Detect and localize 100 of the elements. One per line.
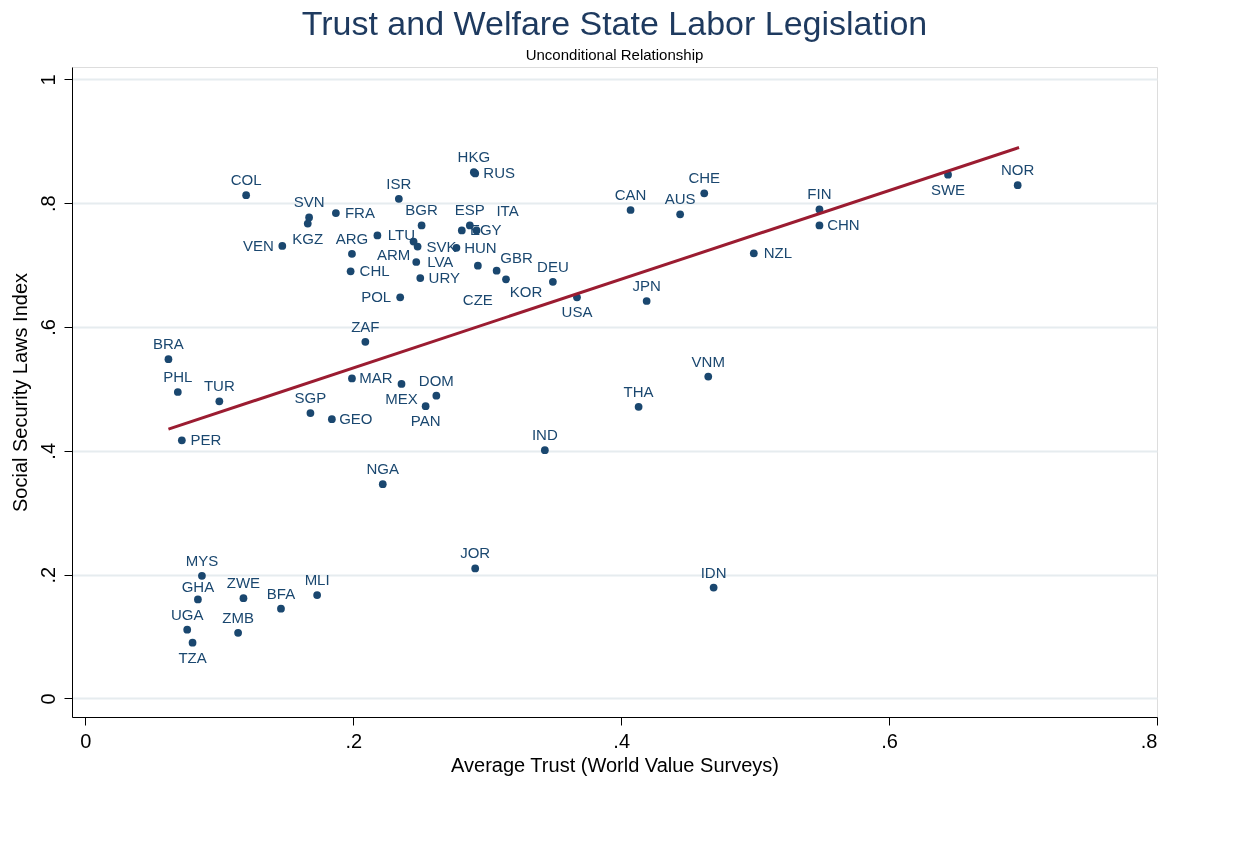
data-label: KOR [509,283,543,301]
data-label: ARG [335,229,369,247]
data-label: VEN [242,236,274,254]
data-label: GBR [500,248,534,266]
y-tick-label: .6 [36,319,59,336]
data-label: CHE [688,169,721,187]
data-label: PER [190,431,222,449]
data-label: LTU [387,226,416,244]
y-tick-label: 1 [36,74,59,86]
point [471,564,480,573]
point [417,221,426,230]
point [277,604,285,613]
data-label: USA [561,303,593,321]
y-axis-title: Social Security Laws Index [8,272,31,513]
data-label: ITA [496,202,519,220]
data-label: SVK [426,237,457,255]
point [327,415,336,424]
data-label: TUR [203,377,235,395]
point [502,275,510,284]
point [549,277,557,286]
data-label: SVN [293,193,325,211]
point [348,250,356,258]
data-label: IND [531,426,558,444]
data-label: THA [623,382,654,400]
data-label: ISR [386,174,412,192]
point [397,380,406,388]
point [815,221,824,230]
point [332,209,340,217]
data-label: PAN [410,412,441,430]
data-label: TZA [178,648,207,666]
data-label: KGZ [292,229,324,247]
data-label: VNM [691,352,725,370]
point [177,436,186,445]
data-label: DEU [537,257,569,275]
data-label: NOR [1001,161,1035,179]
chart-subtitle: Unconditional Relationship [525,46,704,63]
data-label: HKG [457,148,491,166]
data-label: POL [361,288,392,306]
data-label: BGR [405,201,439,219]
x-tick-label: .4 [613,729,631,752]
data-label: ESP [454,201,485,219]
x-tick-label: .2 [345,729,363,752]
point [378,480,387,489]
data-label: ARM [376,245,411,263]
point [709,583,718,592]
point [239,594,248,603]
data-label: SGP [294,389,327,407]
data-label: UGA [170,605,204,623]
data-label: CAN [614,186,647,203]
point [749,249,758,258]
x-tick-label: .6 [881,729,898,752]
data-label: GEO [339,410,373,428]
point [198,571,206,580]
data-label: ZMB [222,608,254,626]
point [361,337,370,346]
point [173,388,182,396]
point [373,231,382,240]
point [313,591,321,599]
y-tick-label: 0 [36,693,59,705]
data-label: NZL [763,244,792,262]
x-tick-label: 0 [80,729,92,752]
point [346,267,355,276]
data-label: SWE [930,180,966,198]
point [642,297,651,305]
point [183,625,192,634]
point [278,242,287,250]
data-label: JPN [632,277,661,294]
point [416,274,425,282]
point [306,409,315,417]
point [540,446,549,455]
point [305,213,313,222]
point [634,402,643,411]
data-label: ZWE [226,574,261,592]
data-label: BRA [153,335,184,353]
data-label: CHL [359,262,390,280]
point [164,355,173,364]
point [348,374,356,383]
y-tick-label: .4 [36,442,59,460]
data-label: BFA [266,584,296,602]
point [188,638,197,647]
chart-title: Trust and Welfare State Labor Legislation [301,4,928,42]
data-label: JOR [460,544,491,562]
point [242,191,251,200]
data-label: PHL [163,368,193,385]
data-label: LVA [427,253,454,270]
point [700,189,709,198]
point [626,206,635,214]
data-label: COL [230,171,262,189]
data-label: NGA [366,460,400,478]
point [215,397,224,406]
x-tick-label: .8 [1140,729,1158,752]
y-tick-label: .8 [36,195,59,213]
point [303,219,312,228]
x-axis-title: Average Trust (World Value Surveys) [451,753,779,776]
data-label: MEX [385,389,418,407]
data-label: IDN [700,563,727,581]
data-label: MAR [359,369,393,387]
point [704,372,713,381]
data-label: CZE [462,290,493,308]
data-label: FRA [344,204,375,222]
